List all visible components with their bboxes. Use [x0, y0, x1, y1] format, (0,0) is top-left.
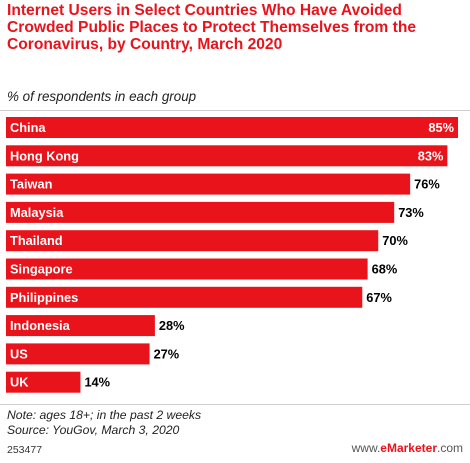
value-label: 73%: [398, 205, 424, 220]
chart-title: Internet Users in Select Countries Who H…: [7, 2, 417, 53]
top-divider: [0, 110, 470, 111]
category-label: Taiwan: [10, 177, 53, 192]
chart-subtitle: % of respondents in each group: [7, 89, 197, 104]
chart-source: Source: YouGov, March 3, 2020: [7, 423, 180, 437]
brand-mark: eMarketer: [380, 441, 437, 455]
bar-group-singapore: Singapore 68%: [6, 258, 398, 280]
bar-hong-kong: [6, 145, 448, 167]
category-label: Indonesia: [10, 318, 71, 333]
value-label: 68%: [372, 262, 398, 277]
value-label: 76%: [414, 177, 440, 192]
brand-suffix: .com: [436, 441, 463, 455]
value-label: 14%: [84, 375, 110, 390]
value-label: 67%: [366, 290, 392, 305]
bar-singapore: [6, 258, 368, 280]
bar-group-hong-kong: Hong Kong 83%: [6, 145, 448, 167]
bar-us: [6, 343, 150, 365]
bar-group-us: US 27%: [6, 343, 180, 365]
bar-group-philippines: Philippines 67%: [6, 286, 393, 308]
category-label: Singapore: [10, 262, 73, 277]
chart-id: 253477: [7, 444, 43, 456]
value-label: 70%: [382, 233, 408, 248]
bar-group-indonesia: Indonesia 28%: [6, 315, 185, 337]
brand-prefix: www.: [351, 441, 381, 455]
category-label: Thailand: [10, 233, 63, 248]
chart-note: Note: ages 18+; in the past 2 weeks: [7, 408, 202, 422]
bar-taiwan: [6, 173, 411, 195]
category-label: Philippines: [10, 290, 78, 305]
bar-thailand: [6, 230, 379, 252]
value-label: 27%: [154, 346, 180, 361]
bar-group-china: China 85%: [6, 117, 458, 138]
bar-indonesia: [6, 315, 155, 337]
category-label: UK: [10, 375, 29, 390]
brand-logo: www.eMarketer.com: [352, 441, 463, 455]
footer-divider: [0, 404, 470, 405]
value-label: 85%: [428, 120, 454, 135]
category-label: US: [10, 346, 28, 361]
bar-group-thailand: Thailand 70%: [6, 230, 408, 252]
bar-uk: [6, 371, 81, 393]
category-label: China: [10, 120, 46, 135]
value-label: 28%: [159, 318, 185, 333]
category-label: Malaysia: [10, 205, 64, 220]
bar-malaysia: [6, 201, 395, 223]
bar-group-taiwan: Taiwan 76%: [6, 173, 440, 195]
bar-group-malaysia: Malaysia 73%: [6, 201, 424, 223]
bar-group-uk: UK 14%: [6, 371, 111, 393]
bar-philippines: [6, 286, 363, 308]
category-label: Hong Kong: [10, 148, 79, 163]
bar-china: [6, 117, 458, 138]
bar-chart: China 85% Hong Kong 83% Taiwan 76% Malaysia 73%…: [6, 117, 458, 393]
value-label: 83%: [418, 148, 444, 163]
